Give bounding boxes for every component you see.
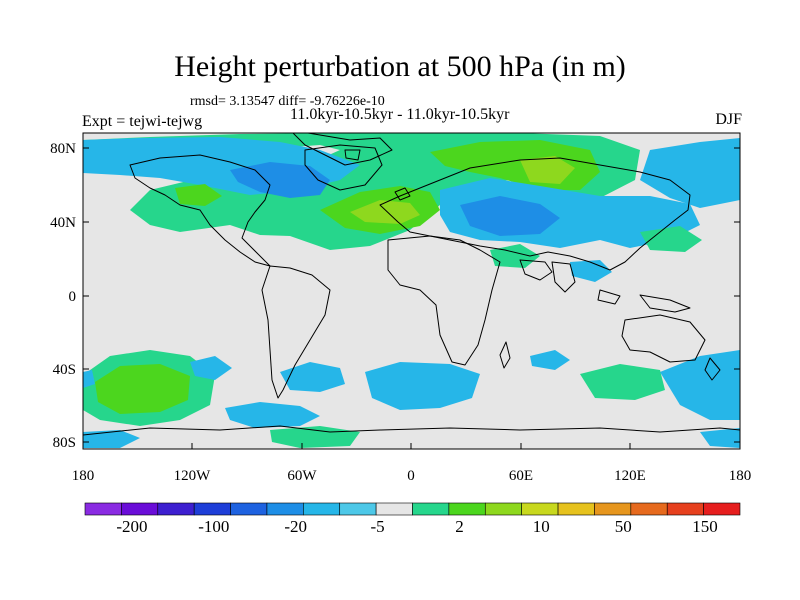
colorbar-swatch <box>703 502 741 516</box>
lon-label: 120E <box>614 468 646 484</box>
anomaly-negative-region <box>225 402 320 428</box>
lat-label: 40N <box>50 215 76 231</box>
anomaly-negative-region <box>190 356 232 380</box>
colorbar-swatch <box>666 502 704 516</box>
lat-ticks <box>83 147 740 443</box>
anomaly-positive-region <box>640 226 702 252</box>
lon-label: 60W <box>287 468 317 484</box>
colorbar <box>84 502 741 516</box>
anomaly-negative-region <box>660 350 740 420</box>
colorbar-swatch <box>412 502 450 516</box>
colorbar-swatch <box>193 502 231 516</box>
anomaly-positive-region <box>175 184 222 206</box>
colorbar-swatch <box>339 502 377 516</box>
lat-label: 0 <box>69 289 77 305</box>
anomaly-negative-region <box>570 260 612 282</box>
lon-label: 180 <box>72 468 95 484</box>
colorbar-tick-label: -200 <box>116 517 147 536</box>
anomaly-negative-region <box>83 370 95 388</box>
colorbar-swatch <box>448 502 486 516</box>
experiment-label: Expt = tejwi-tejwg <box>82 113 203 130</box>
anomaly-negative-region <box>530 350 570 370</box>
coastlines <box>83 133 740 436</box>
colorbar-swatch <box>521 502 559 516</box>
anomaly-negative-region <box>700 428 740 448</box>
chart-title: Height perturbation at 500 hPa (in m) <box>174 50 626 83</box>
anomaly-positive-region <box>95 364 190 414</box>
anomaly-negative-region <box>365 362 480 410</box>
rmsd-diff-text: rmsd= 3.13547 diff= -9.76226e-10 <box>190 94 385 109</box>
colorbar-swatch <box>484 502 522 516</box>
colorbar-swatch <box>230 502 268 516</box>
lat-label: 40S <box>53 362 76 378</box>
anomaly-positive-region <box>350 200 420 224</box>
colorbar-swatch <box>266 502 304 516</box>
anomaly-negative-region <box>640 138 740 208</box>
colorbar-tick-label: 150 <box>692 517 718 536</box>
colorbar-tick-label: -20 <box>284 517 307 536</box>
lon-label: 180 <box>729 468 752 484</box>
colorbar-tick-label: -5 <box>370 517 384 536</box>
colorbar-labels: -200 -100 -20 -5 2 10 50 150 <box>116 517 717 536</box>
anomaly-negative-region <box>83 430 140 448</box>
colorbar-tick-label: -100 <box>198 517 229 536</box>
colorbar-swatch <box>557 502 595 516</box>
colorbar-swatch <box>375 502 413 516</box>
colorbar-swatch <box>121 502 159 516</box>
colorbar-swatch <box>84 502 122 516</box>
anomaly-positive-region <box>580 364 665 400</box>
colorbar-tick-label: 10 <box>533 517 550 536</box>
anomaly-negative-region <box>460 196 560 236</box>
lat-label: 80N <box>50 141 76 157</box>
lat-label: 80S <box>53 435 76 451</box>
colorbar-swatch <box>303 502 341 516</box>
period-text: 11.0kyr-10.5kyr - 11.0kyr-10.5kyr <box>290 106 510 123</box>
colorbar-swatch <box>594 502 632 516</box>
lon-label: 0 <box>407 468 415 484</box>
colorbar-swatch <box>630 502 668 516</box>
lon-ticks <box>82 443 741 449</box>
lon-label: 60E <box>509 468 533 484</box>
anomaly-negative-region <box>230 162 330 198</box>
colorbar-tick-label: 2 <box>455 517 464 536</box>
anomaly-positive-region <box>520 156 575 184</box>
anomaly-negative-region <box>280 362 345 392</box>
season-label: DJF <box>715 111 742 128</box>
colorbar-tick-label: 50 <box>615 517 632 536</box>
colorbar-swatch <box>157 502 195 516</box>
lon-label: 120W <box>174 468 212 484</box>
